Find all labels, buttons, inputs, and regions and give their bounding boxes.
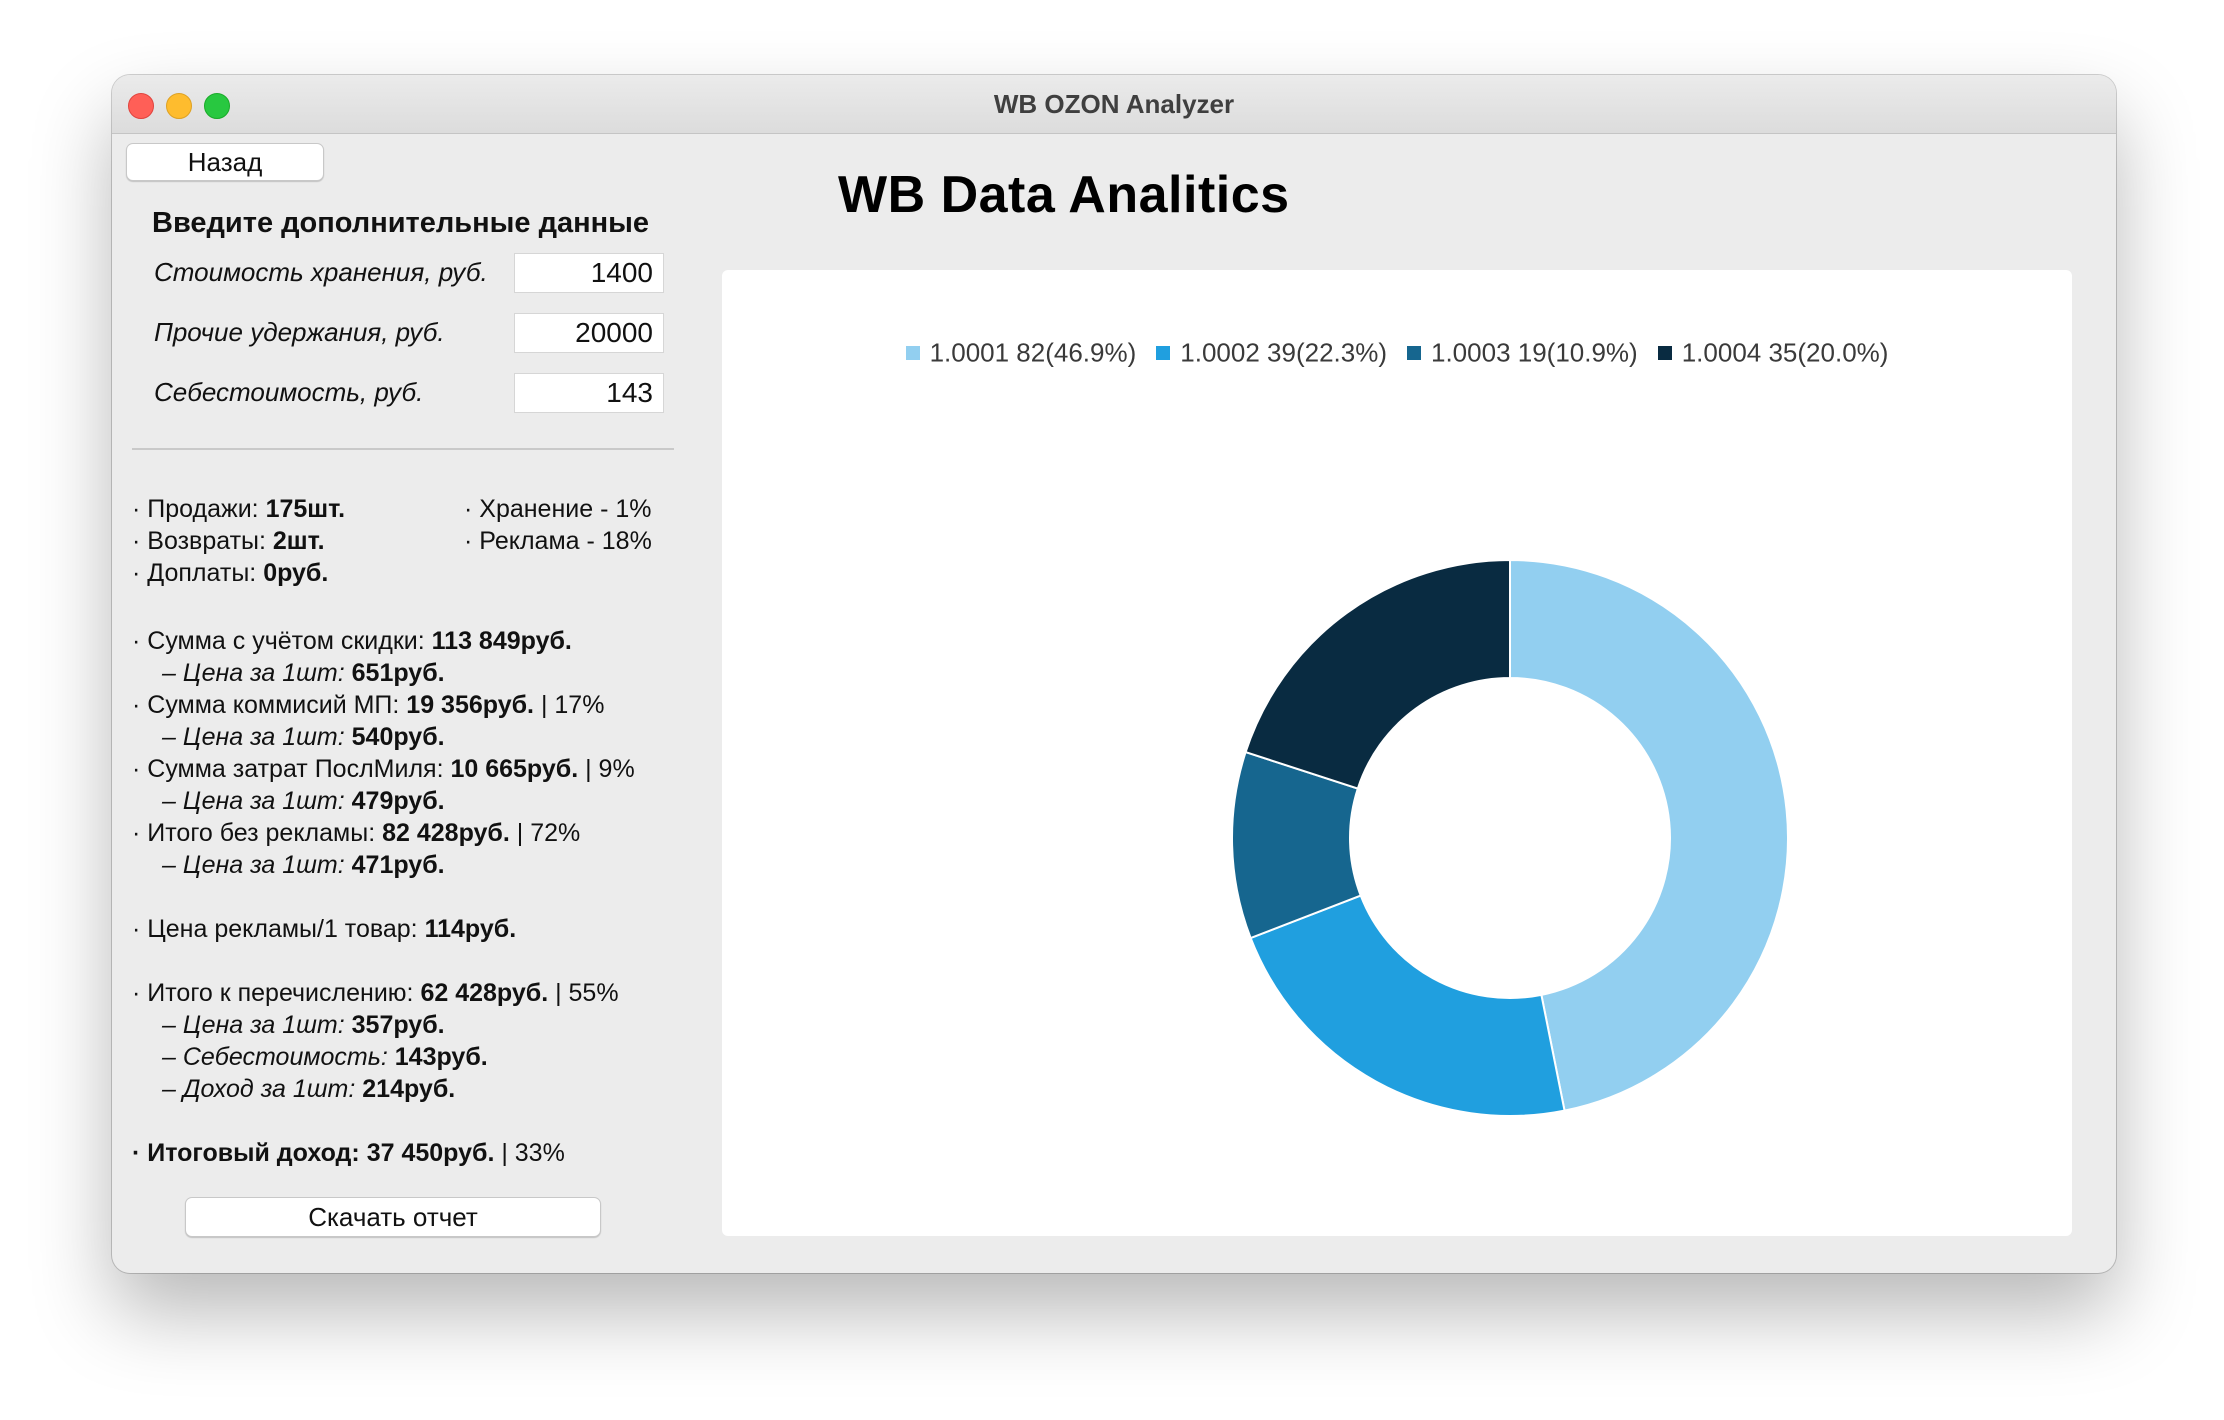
stat-sales: · Продажи: 175шт. [132,495,346,523]
cost-price-input[interactable]: 143 [514,373,664,413]
legend-swatch [1407,346,1421,361]
stat-transfer-unit: – Цена за 1шт: 357руб. [162,1011,445,1039]
minimize-window-button[interactable] [166,93,192,119]
legend-item[interactable]: 1.0004 35(20.0%) [1657,336,1889,369]
stat-final-income: · Итоговый доход: 37 450руб. | 33% [132,1139,565,1167]
donut-slice[interactable] [1249,894,1566,1117]
chart-panel: 1.0001 82(46.9%) 1.0002 39(22.3%) 1.0003 1… [722,270,2072,1236]
close-window-button[interactable] [128,93,154,119]
storage-cost-input[interactable]: 1400 [514,253,664,293]
stat-cost-price: – Себестоимость: 143руб. [162,1043,488,1071]
legend-swatch [905,346,920,361]
stat-lastmile: · Сумма затрат ПослМиля: 10 665руб. | 9% [132,755,635,783]
stat-income-unit: – Доход за 1шт: 214руб. [162,1075,456,1103]
storage-cost-label: Стоимость хранения, руб. [154,257,488,287]
stat-no-ads: · Итого без рекламы: 82 428руб. | 72% [132,819,581,847]
stat-lastmile-unit: – Цена за 1шт: 479руб. [162,787,445,815]
stat-surcharges: · Доплаты: 0руб. [132,559,329,587]
form-divider [132,448,674,450]
legend-item[interactable]: 1.0003 19(10.9%) [1407,336,1638,369]
stat-no-ads-unit: – Цена за 1шт: 471руб. [162,851,445,879]
chart-legend: 1.0001 82(46.9%) 1.0002 39(22.3%) 1.0003 1… [722,336,2072,369]
legend-label: 1.0002 39(22.3%) [1180,337,1387,368]
other-deductions-label: Прочие удержания, руб. [154,317,445,347]
legend-label: 1.0001 82(46.9%) [929,337,1137,368]
other-deductions-input[interactable]: 20000 [514,313,664,353]
window-title: WB OZON Analyzer [993,89,1235,119]
legend-item[interactable]: 1.0001 82(46.9%) [905,336,1137,369]
stat-commission-unit: – Цена за 1шт: 540руб. [162,723,445,751]
legend-label: 1.0003 19(10.9%) [1431,337,1638,368]
download-report-button[interactable]: Скачать отчет [185,1197,601,1237]
legend-item[interactable]: 1.0002 39(22.3%) [1156,336,1387,369]
stat-commission: · Сумма коммисий МП: 19 356руб. | 17% [132,691,605,719]
cost-price-label: Себестоимость, руб. [154,377,424,407]
donut-slice[interactable] [1244,558,1511,790]
legend-swatch [1657,346,1672,361]
page-title: WB Data Analitics [838,166,1290,224]
stat-ads: · Реклама - 18% [464,527,652,555]
title-bar: WB OZON Analyzer [112,75,2116,134]
maximize-window-button[interactable] [204,93,230,119]
stat-storage: · Хранение - 1% [464,495,652,523]
form-title: Введите дополнительные данные [152,207,650,239]
legend-swatch [1156,346,1171,361]
back-button[interactable]: Назад [126,143,324,181]
donut-slice[interactable] [1509,558,1789,1112]
stat-discount-sum: · Сумма с учётом скидки: 113 849руб. [132,627,572,655]
donut-chart [1231,558,1789,1117]
stat-ad-price: · Цена рекламы/1 товар: 114руб. [132,915,517,943]
stat-transfer: · Итого к перечислению: 62 428руб. | 55% [132,979,619,1007]
legend-label: 1.0004 35(20.0%) [1681,337,1889,368]
stat-discount-unit: – Цена за 1шт: 651руб. [162,659,445,687]
app-window: WB OZON Analyzer Назад Введите дополните… [112,75,2116,1273]
stat-returns: · Возвраты: 2шт. [132,527,325,555]
